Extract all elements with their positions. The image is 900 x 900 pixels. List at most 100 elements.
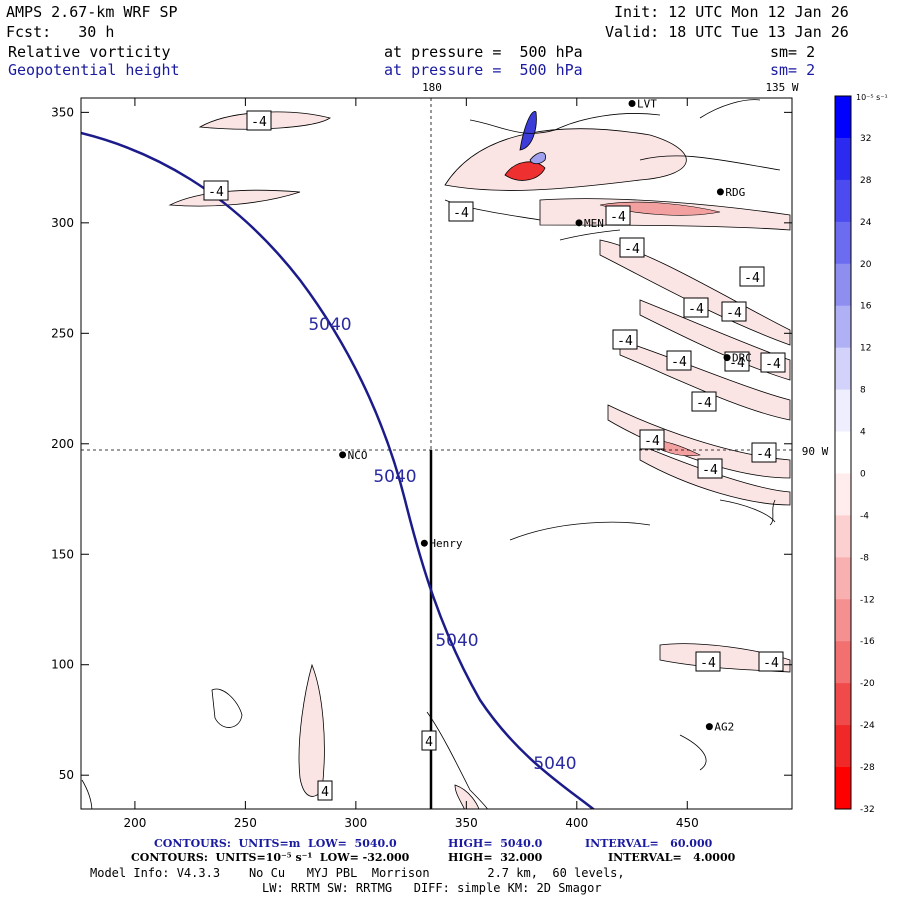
field2-level: at pressure = 500 hPa — [384, 61, 583, 79]
vorticity-positive — [519, 111, 546, 165]
valid-time: Valid: 18 UTC Tue 13 Jan 26 — [605, 23, 849, 41]
y-tick-label: 350 — [51, 105, 74, 119]
field2-smoothing: sm= 2 — [770, 61, 816, 79]
x-tick-label: 300 — [344, 816, 367, 830]
svg-text:-4: -4 — [624, 242, 640, 257]
svg-text:-4: -4 — [617, 334, 633, 349]
footer-physics: LW: RRTM SW: RRTMG DIFF: simple KM: 2D S… — [262, 881, 602, 895]
field1-smoothing: sm= 2 — [770, 43, 816, 61]
x-tick-label: 400 — [565, 816, 588, 830]
colorbar-tick-label: -4 — [860, 511, 869, 521]
colorbar-swatch — [835, 137, 851, 181]
vorticity-label: 4 — [317, 780, 333, 801]
y-tick-label: 250 — [51, 326, 74, 340]
colorbar-tick-label: -16 — [860, 637, 875, 647]
station-nco[interactable]: NCO — [339, 449, 367, 462]
svg-text:-4: -4 — [696, 396, 712, 411]
station-ag2[interactable]: AG2 — [705, 721, 734, 734]
height-label: 5040 — [435, 631, 478, 651]
colorbar-swatch — [835, 305, 851, 349]
svg-text:-4: -4 — [610, 210, 626, 225]
vorticity-contours — [81, 99, 781, 809]
vorticity-label: -4 — [605, 205, 631, 226]
colorbar-swatch — [835, 473, 851, 516]
colorbar-swatch — [835, 641, 851, 684]
svg-text:DRC: DRC — [732, 352, 752, 365]
plot-frame — [80, 97, 793, 810]
vorticity-fill — [168, 111, 791, 809]
svg-text:-4: -4 — [744, 271, 760, 286]
field1-level: at pressure = 500 hPa — [384, 43, 583, 61]
x-axis: 200 250 300 350 400 450 — [123, 98, 699, 830]
y-tick-label: 150 — [51, 547, 74, 561]
stations: LVT RDG MEN DRC NCO Henry AG2 — [339, 98, 752, 734]
init-time: Init: 12 UTC Mon 12 Jan 26 — [614, 3, 849, 21]
forecast-hour: Fcst: 30 h — [6, 23, 115, 41]
footer-height-interval: INTERVAL= 60.000 — [585, 837, 713, 850]
colorbar-tick-label: -8 — [860, 553, 869, 563]
vorticity-label: -4 — [739, 266, 765, 287]
svg-text:-4: -4 — [729, 356, 745, 371]
colorbar-tick-label: 16 — [860, 302, 872, 312]
footer-height-contours: CONTOURS: UNITS=m LOW= 5040.0 — [154, 837, 397, 850]
x-tick-label: 350 — [455, 816, 478, 830]
station-henry[interactable]: Henry — [420, 537, 463, 550]
station-drc[interactable]: DRC — [723, 352, 752, 365]
vorticity-label: -4 — [721, 301, 747, 322]
colorbar-tick-label: 20 — [860, 260, 872, 270]
colorbar-swatch — [835, 347, 851, 391]
station-lvt[interactable]: LVT — [628, 98, 658, 111]
lon-90w-label: 90 W — [802, 445, 829, 458]
y-tick-label: 100 — [51, 658, 74, 672]
colorbar-tick-label: -20 — [860, 679, 875, 689]
height-label: 5040 — [308, 315, 351, 335]
vorticity-label: -4 — [683, 297, 709, 318]
svg-text:4: 4 — [321, 785, 329, 800]
colorbar-tick-label: 0 — [860, 469, 866, 479]
colorbar-tick-label: 8 — [860, 386, 866, 396]
station-rdg[interactable]: RDG — [716, 186, 745, 199]
svg-text:-4: -4 — [726, 306, 742, 321]
y-tick-label: 200 — [51, 437, 74, 451]
vorticity-label: -4 — [758, 651, 784, 672]
y-tick-label: 300 — [51, 216, 74, 230]
vorticity-label: -4 — [751, 442, 777, 463]
colorbar-swatch — [835, 767, 851, 810]
colorbar-tick-label: -28 — [860, 763, 875, 773]
vorticity-label: -4 — [760, 352, 786, 373]
svg-text:-4: -4 — [644, 434, 660, 449]
vorticity-label: -4 — [691, 391, 717, 412]
colorbar-tick-label: 12 — [860, 344, 871, 354]
svg-text:MEN: MEN — [584, 217, 604, 230]
svg-text:LVT: LVT — [637, 98, 657, 111]
colorbar-frame — [834, 95, 852, 810]
colorbar-swatch — [835, 557, 851, 600]
svg-text:-4: -4 — [251, 115, 267, 130]
vorticity-label: -4 — [619, 237, 645, 258]
svg-text:-4: -4 — [208, 185, 224, 200]
footer-model-info: Model Info: V4.3.3 No Cu MYJ PBL Morriso… — [90, 866, 625, 880]
svg-text:Henry: Henry — [429, 537, 462, 550]
height-label: 5040 — [533, 754, 576, 774]
height-label: 5040 — [373, 467, 416, 487]
vorticity-label: -4 — [246, 110, 272, 131]
footer-vort-interval: INTERVAL= 4.0000 — [608, 851, 736, 864]
y-tick-label: 50 — [59, 768, 74, 782]
vorticity-label: -4 — [639, 429, 665, 450]
svg-text:-4: -4 — [453, 206, 469, 221]
colorbar-tick-label: 24 — [860, 218, 872, 228]
colorbar-tick-label: 32 — [860, 134, 871, 144]
vorticity-label: -4 — [448, 201, 474, 222]
field1-name: Relative vorticity — [8, 43, 171, 61]
svg-text:NCO: NCO — [348, 449, 368, 462]
vorticity-label: -4 — [695, 651, 721, 672]
x-tick-label: 200 — [123, 816, 146, 830]
svg-text:-4: -4 — [702, 463, 718, 478]
colorbar: 32 28 24 20 16 12 8 4 0 -4 -8 -12 -16 -20 -24 -28 -32 — [834, 95, 875, 815]
height-contour-5040 — [81, 131, 596, 809]
plot-area — [81, 98, 792, 809]
lon-135w-label: 135 W — [765, 81, 798, 94]
colorbar-tick-label: 28 — [860, 176, 872, 186]
station-men[interactable]: MEN — [575, 217, 604, 230]
